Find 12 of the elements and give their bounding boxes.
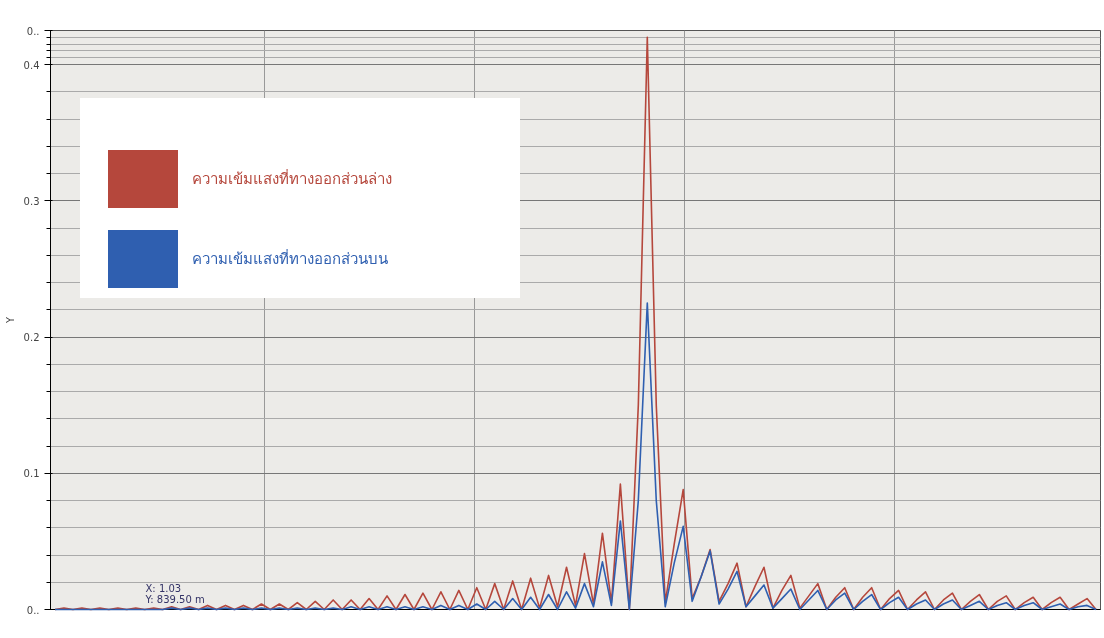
y-tick-label: 0.. (26, 25, 40, 37)
line-series (54, 36, 1097, 611)
y-tick-label: 0.4 (23, 59, 40, 71)
annotation: X: 1.03 (145, 582, 182, 594)
y-tick-label: 0.2 (23, 332, 40, 344)
y-tick-label: 0.3 (23, 195, 40, 207)
y-tick-label: 0.1 (23, 468, 40, 480)
legend: ความเข้มแสงที่ทางออกส่วนล่าง ความเข้มแสงที่ทางออกส่วนบน (80, 98, 520, 298)
annotation: Y: 839.50 m (144, 593, 205, 605)
y-tick-label: 0.. (26, 604, 40, 616)
line-series (54, 302, 1097, 611)
y-axis-title: Y (4, 316, 16, 325)
